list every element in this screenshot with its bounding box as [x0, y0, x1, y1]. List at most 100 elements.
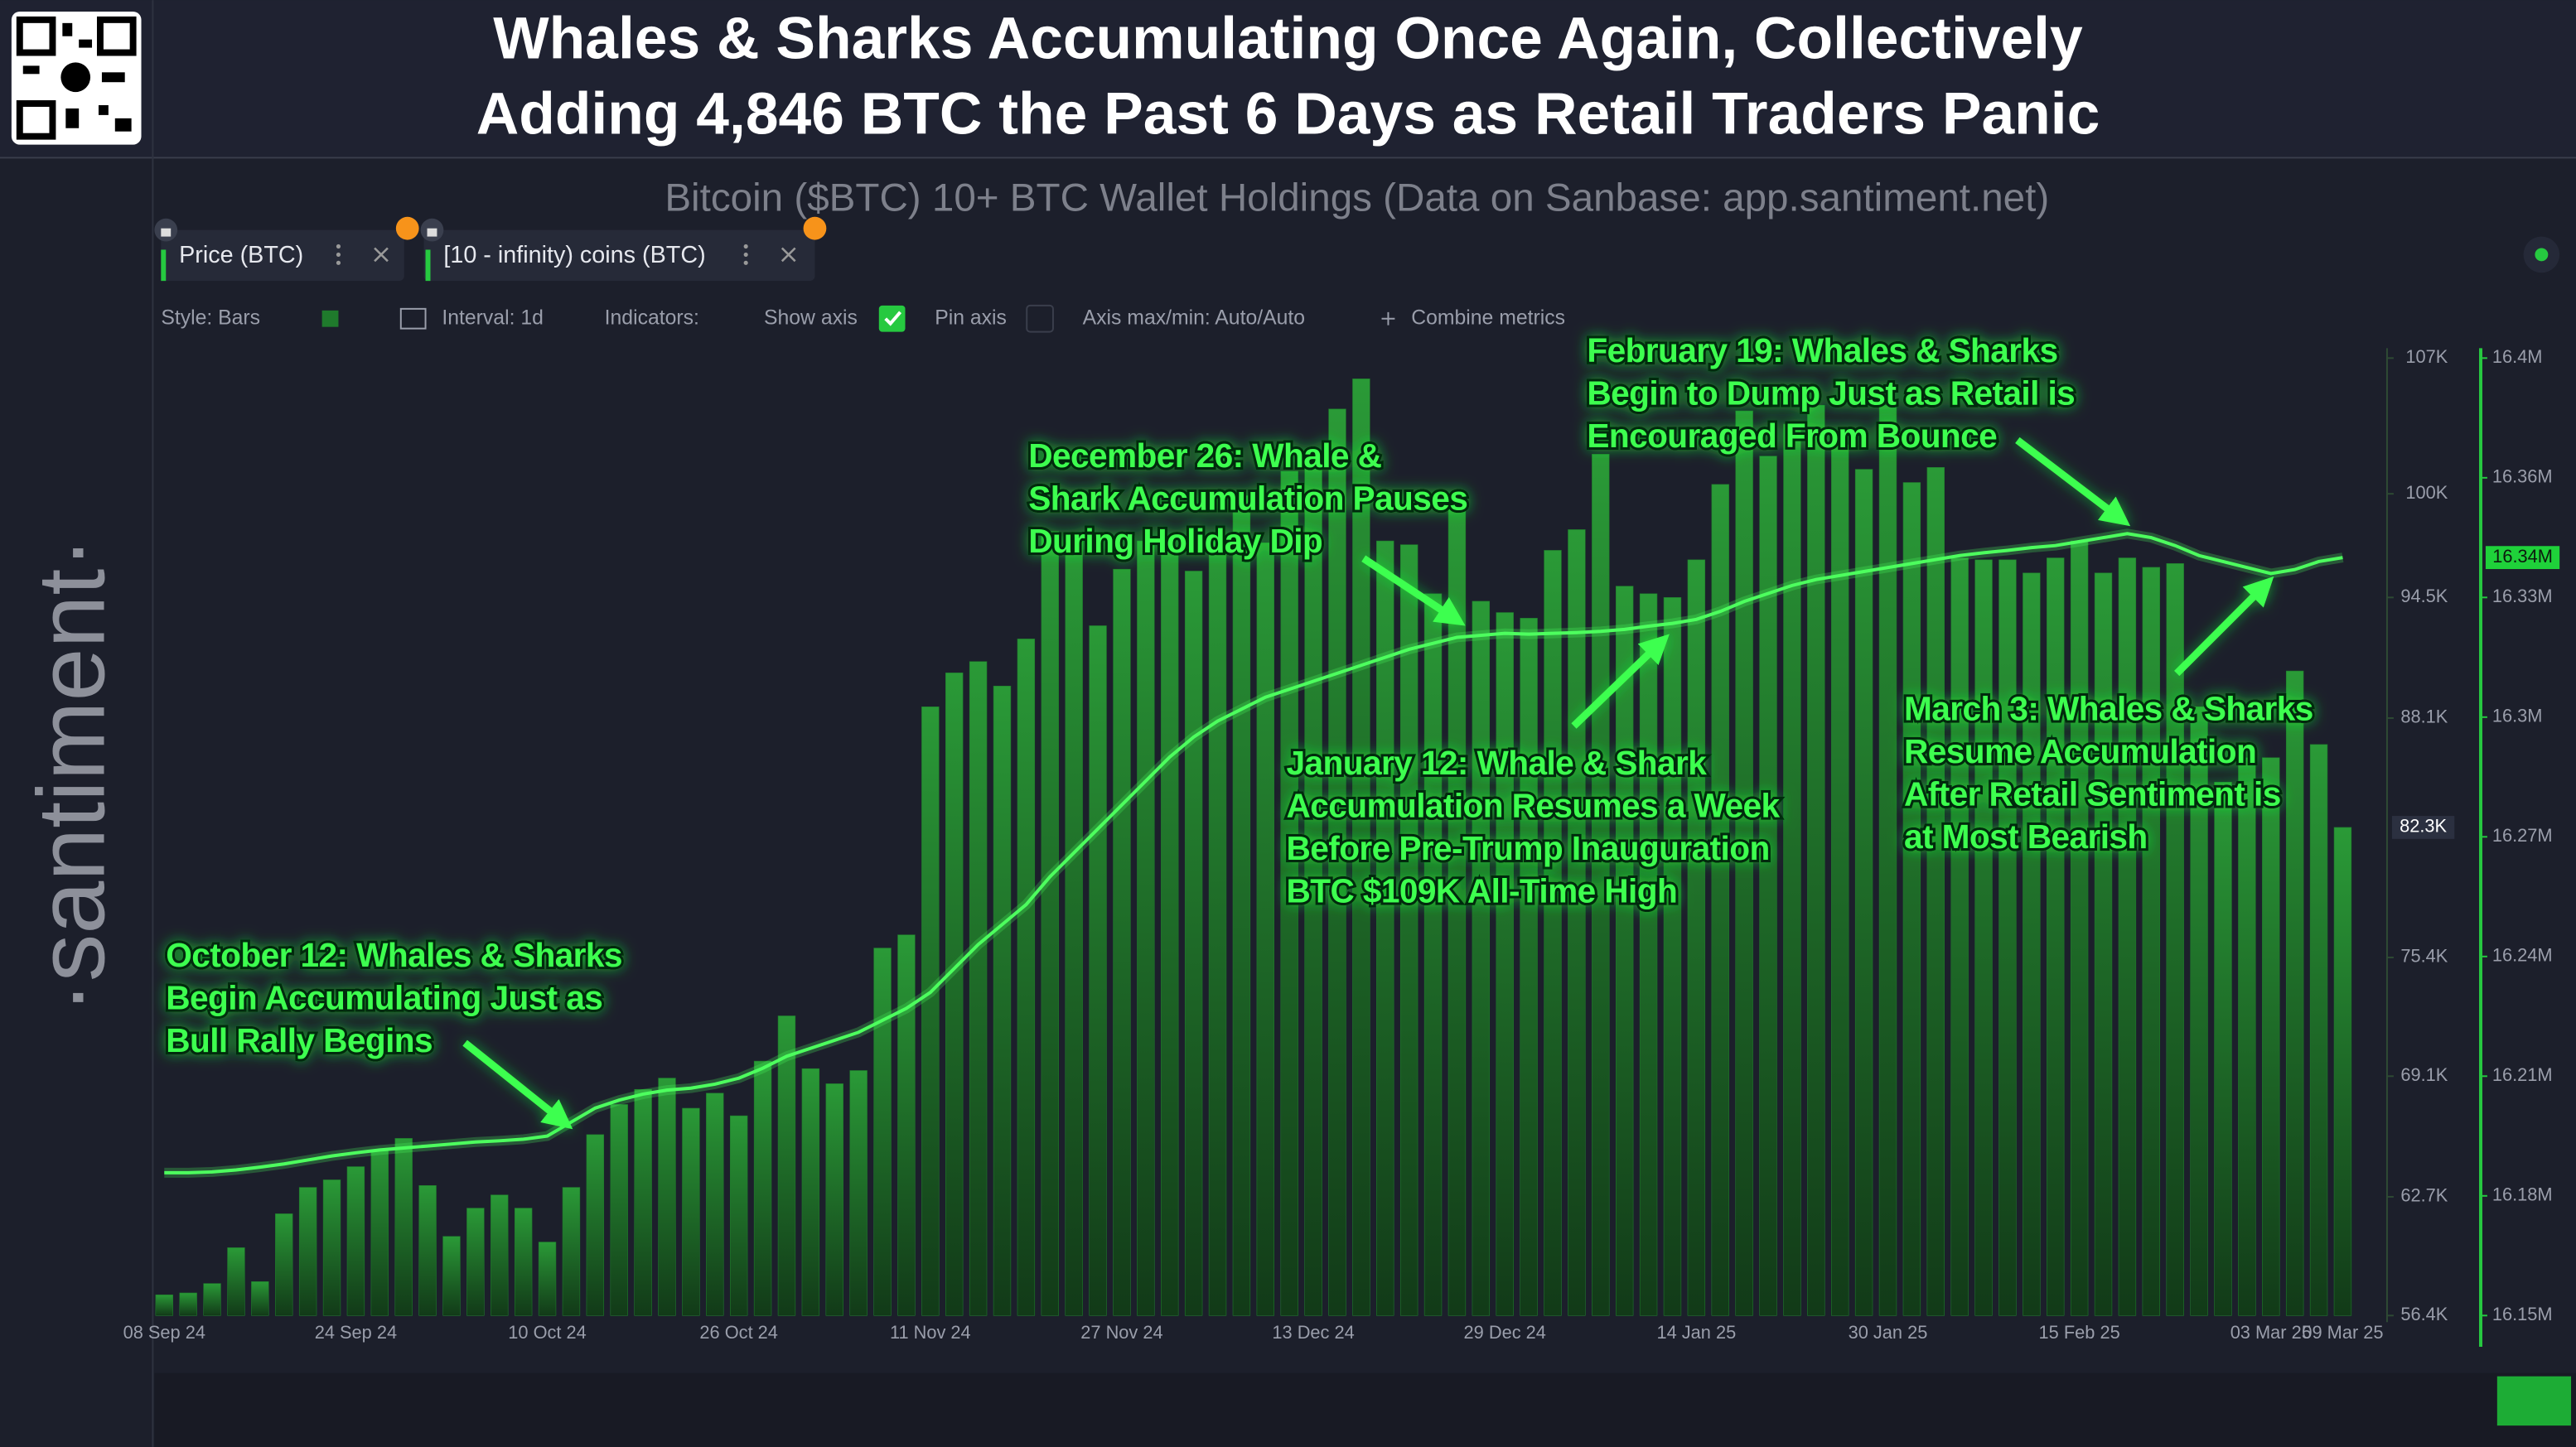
toolbar-item[interactable]: Interval: 1d — [442, 306, 544, 329]
x-tick-label: 11 Nov 24 — [890, 1322, 971, 1343]
legend-entry: Price (BTC) — [179, 242, 303, 268]
toolbar-item[interactable]: Show axis — [764, 306, 858, 329]
bar — [1184, 571, 1203, 1316]
x-tick-label: 03 Mar 25 — [2230, 1322, 2312, 1343]
bar — [2238, 757, 2256, 1316]
title-line: Whales & Sharks Accumulating Once Again,… — [493, 5, 2083, 71]
annotation-text: February 19: Whales & Sharks — [1587, 331, 2057, 369]
toolbar-item[interactable]: Axis max/min: Auto/Auto — [1083, 306, 1305, 329]
bar — [1831, 444, 1849, 1316]
x-tick-label: 13 Dec 24 — [1272, 1322, 1354, 1343]
bar — [1759, 456, 1777, 1316]
y2-tick-label: 16.33M — [2492, 586, 2553, 606]
bar — [562, 1187, 581, 1316]
bar — [2190, 707, 2208, 1316]
title-line: Adding 4,846 BTC the Past 6 Days as Reta… — [476, 81, 2100, 147]
toolbar-item[interactable]: Indicators: — [605, 306, 699, 329]
bar — [1208, 534, 1227, 1316]
bar — [873, 948, 892, 1316]
bar — [1399, 544, 1418, 1316]
bar — [1256, 543, 1275, 1316]
y-tick-label: 56.4K — [2400, 1304, 2448, 1324]
bar — [1089, 625, 1107, 1316]
annotation-text: December 26: Whale & — [1028, 437, 1381, 475]
bar — [514, 1208, 533, 1316]
y2-tick-label: 16.27M — [2492, 825, 2553, 846]
annotation-arrow — [1361, 555, 1466, 626]
x-tick-label: 09 Mar 25 — [2302, 1322, 2383, 1343]
bar — [275, 1213, 293, 1316]
bar — [2118, 557, 2137, 1316]
toolbar-item[interactable]: Style: Bars — [161, 306, 260, 329]
y-tick-label: 107K — [2405, 346, 2448, 367]
bar — [1783, 423, 1801, 1316]
annotation-text: Shark Accumulation Pauses — [1028, 480, 1467, 518]
y2-tick-label: 16.24M — [2492, 945, 2553, 966]
annotation-text: Begin to Dump Just as Retail is — [1587, 374, 2075, 412]
navigator-handle[interactable] — [2496, 1376, 2572, 1426]
y2-tick-label: 16.21M — [2492, 1064, 2553, 1085]
bar — [1735, 410, 1753, 1316]
bar — [897, 934, 916, 1316]
metric-tab[interactable]: Price (BTC) — [154, 216, 419, 282]
bar — [1017, 639, 1036, 1316]
bar — [2070, 540, 2089, 1316]
bar — [466, 1208, 485, 1316]
x-tick-label: 24 Sep 24 — [315, 1322, 397, 1343]
y-tick-label: 75.4K — [2400, 946, 2448, 967]
toolbar-item[interactable]: Combine metrics — [1411, 306, 1565, 329]
bar — [945, 673, 964, 1316]
bar — [1568, 529, 1586, 1316]
bar — [203, 1283, 221, 1316]
watermark: ·santiment· — [19, 537, 125, 1013]
annotation-text: Bull Rally Begins — [166, 1021, 433, 1059]
bar — [1280, 470, 1298, 1316]
bar — [2047, 557, 2065, 1316]
y2-tick-label: 16.36M — [2492, 466, 2553, 487]
annotation-text: October 12: Whales & Sharks — [166, 936, 622, 974]
y-tick-label: 94.5K — [2400, 586, 2448, 606]
bar — [1232, 495, 1251, 1316]
bar — [1807, 404, 1825, 1316]
bar — [155, 1294, 173, 1316]
value-badge-label: 82.3K — [2400, 816, 2447, 837]
y-tick-label: 62.7K — [2400, 1185, 2448, 1206]
bar — [2309, 744, 2328, 1316]
bar — [538, 1242, 557, 1316]
bar — [1352, 379, 1370, 1316]
bar — [370, 1149, 389, 1316]
annotation-arrow — [1571, 634, 1670, 729]
bar — [394, 1138, 413, 1316]
x-tick-label: 08 Sep 24 — [123, 1322, 205, 1343]
bar — [2142, 567, 2161, 1316]
bar — [849, 1070, 868, 1316]
bar — [1902, 482, 1921, 1316]
bar — [658, 1078, 676, 1316]
toolbar-item[interactable]: Pin axis — [935, 306, 1007, 329]
y-tick-label: 88.1K — [2400, 707, 2448, 727]
toolbar: Style: Bars Interval: 1d Indicators: Sho… — [161, 304, 1565, 333]
annotation-arrow — [2015, 437, 2131, 527]
bar — [298, 1187, 317, 1316]
status-dot — [2535, 248, 2549, 262]
metric-tab[interactable]: [10 - infinity) coins (BTC) — [420, 216, 827, 282]
bar — [729, 1115, 748, 1316]
bar — [1447, 504, 1467, 1316]
bar — [1592, 454, 1610, 1316]
bar — [1328, 408, 1346, 1316]
annotation-arrow — [2174, 576, 2274, 677]
bar — [1974, 559, 1993, 1316]
bar — [1376, 540, 1394, 1316]
y2-tick-label: 16.3M — [2492, 706, 2543, 726]
bar — [2262, 757, 2280, 1316]
bar — [1496, 612, 1514, 1316]
bar — [322, 1179, 341, 1316]
bar — [2166, 563, 2184, 1316]
bar — [1137, 540, 1155, 1316]
annotation-text: After Retail Sentiment is — [1904, 774, 2281, 813]
bar — [921, 707, 940, 1316]
bar — [251, 1281, 269, 1316]
bar — [682, 1107, 700, 1316]
annotation-text: Before Pre-Trump Inauguration — [1287, 829, 1770, 867]
bar — [1615, 586, 1634, 1316]
